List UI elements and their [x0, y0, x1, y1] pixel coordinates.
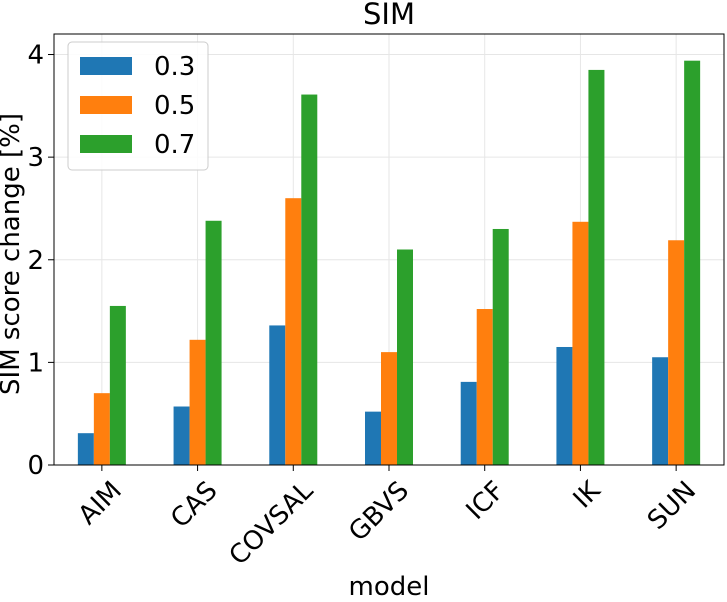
legend-swatch: [80, 96, 132, 114]
bar-sun-0-7: [684, 60, 701, 465]
x-tick-label: SUN: [642, 476, 702, 536]
bar-sun-0-5: [668, 240, 685, 465]
x-tick-label: AIM: [73, 476, 128, 531]
bar-cas-0-7: [205, 220, 222, 465]
bar-cas-0-5: [189, 339, 206, 465]
bar-aim-0-5: [93, 393, 110, 465]
bar-ik-0-5: [572, 221, 589, 465]
y-tick-label: 1: [27, 348, 44, 378]
y-tick-label: 2: [27, 246, 44, 276]
bar-icf-0-7: [492, 228, 509, 465]
legend-swatch: [80, 57, 132, 75]
y-tick-label: 3: [27, 143, 44, 173]
legend-label: 0.7: [154, 130, 195, 160]
legend-swatch: [80, 135, 132, 153]
bar-icf-0-3: [460, 381, 477, 465]
bar-covsal-0-3: [269, 325, 286, 465]
x-tick-label: IK: [568, 475, 607, 514]
bar-ik-0-3: [556, 346, 573, 465]
bar-covsal-0-7: [301, 94, 318, 466]
y-axis-title: SIM score change [%]: [0, 113, 26, 395]
bar-covsal-0-5: [285, 198, 302, 465]
bars: [77, 60, 701, 466]
legend-label: 0.5: [154, 91, 195, 121]
chart-title: SIM: [363, 0, 415, 31]
x-tick-label: CAS: [165, 476, 223, 534]
bar-icf-0-5: [476, 309, 493, 465]
x-tick-label: GBVS: [343, 476, 415, 548]
plot-frame: [53, 33, 725, 466]
bar-gbvs-0-7: [397, 249, 413, 465]
bar-gbvs-0-3: [365, 411, 381, 465]
y-tick-label: 0: [27, 451, 44, 481]
bar-sun-0-3: [652, 357, 669, 465]
x-tick-label: ICF: [461, 476, 511, 526]
bar-aim-0-7: [109, 305, 126, 465]
bar-cas-0-3: [173, 406, 190, 465]
legend: 0.3 0.5 0.7: [67, 41, 209, 171]
x-tick-label: COVSAL: [224, 475, 320, 571]
bar-aim-0-3: [77, 433, 94, 465]
axes: [48, 33, 725, 471]
legend-label: 0.3: [154, 52, 195, 82]
x-axis-title: model: [349, 572, 430, 602]
bar-ik-0-7: [588, 69, 605, 466]
y-tick-label: 4: [27, 41, 44, 71]
bar-gbvs-0-5: [381, 352, 397, 465]
